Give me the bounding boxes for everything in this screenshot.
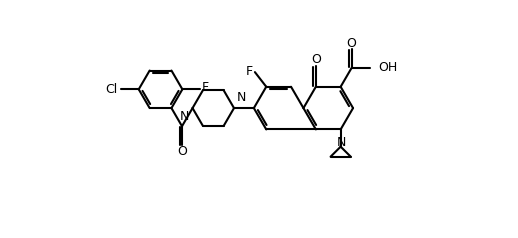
Text: O: O [311,53,321,66]
Text: O: O [177,145,187,158]
Text: OH: OH [378,61,397,74]
Text: F: F [246,65,253,78]
Text: Cl: Cl [106,83,118,96]
Text: N: N [337,136,346,149]
Text: N: N [180,110,190,123]
Text: O: O [347,37,356,50]
Text: F: F [202,80,209,94]
Text: N: N [237,91,247,104]
